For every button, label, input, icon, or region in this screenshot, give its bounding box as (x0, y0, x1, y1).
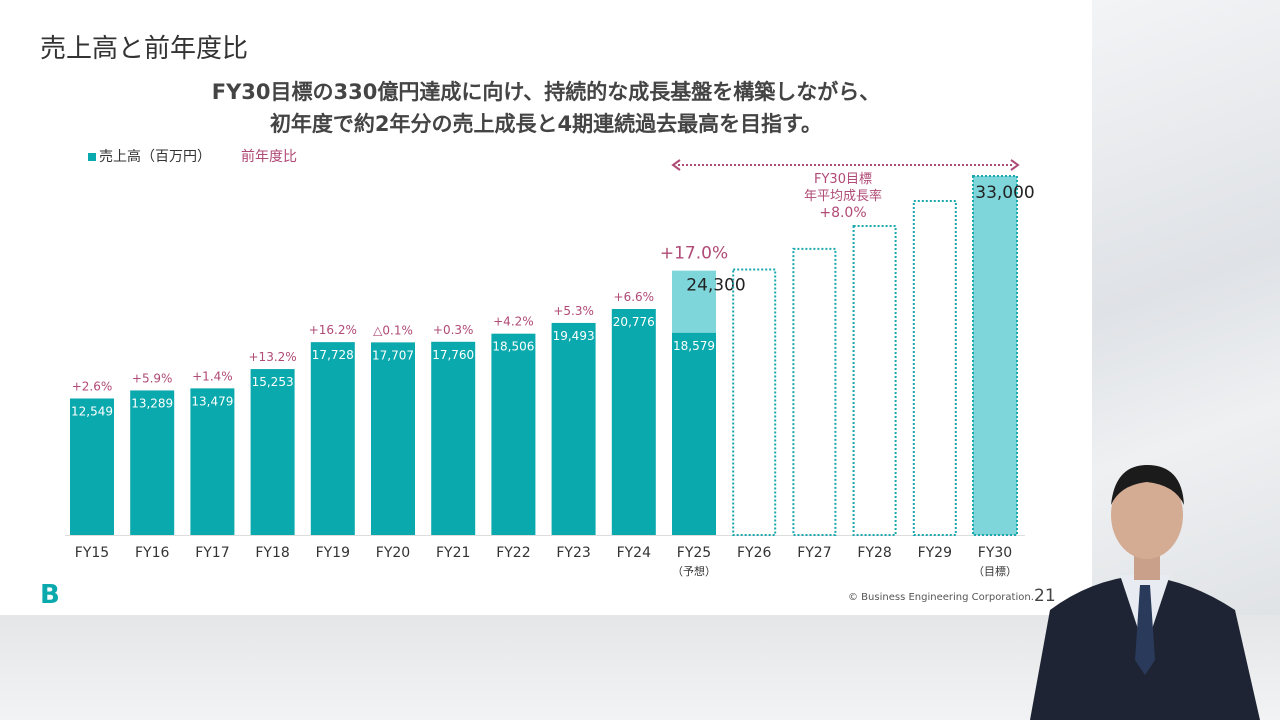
bar-value-label: 20,776 (613, 315, 655, 329)
target-bar-outline (912, 200, 957, 536)
target-bar-outline (852, 225, 897, 536)
x-tick-label: FY22 (496, 545, 530, 561)
x-tick-note: （予想） (672, 564, 716, 578)
bar-value-label: 13,289 (131, 396, 173, 410)
yoy-label: +5.3% (553, 304, 594, 318)
sales-bar (431, 341, 476, 535)
x-tick-label: FY30 (978, 545, 1012, 561)
company-logo: B (40, 580, 60, 610)
sales-bar (130, 390, 175, 535)
yoy-label: +1.4% (192, 369, 233, 383)
slide: 売上高と前年度比 FY30目標の330億円達成に向け、持続的な成長基盤を構築しな… (0, 0, 1092, 615)
annotation-line1: FY30目標 (814, 172, 872, 187)
yoy-label: +17.0% (660, 244, 728, 264)
bar-value-label: 12,549 (71, 404, 113, 418)
legend-sales: 売上高（百万円） (99, 149, 211, 165)
x-tick-note: （目標） (973, 564, 1017, 578)
x-tick-label: FY28 (857, 545, 891, 561)
bar-value-label: 15,253 (252, 375, 294, 389)
sales-bar (310, 342, 355, 535)
x-tick-label: FY15 (75, 545, 109, 561)
subtitle-line2: 初年度で約2年分の売上成長と4期連続過去最高を目指す。 (269, 112, 823, 136)
legend-yoy: 前年度比 (241, 149, 297, 165)
yoy-label: +5.9% (132, 371, 173, 385)
x-tick-label: FY17 (195, 545, 229, 561)
annotation-line2: 年平均成長率 (804, 188, 882, 204)
arrow-left-icon (671, 159, 681, 171)
x-tick-label: FY23 (556, 545, 590, 561)
yoy-label: +16.2% (309, 323, 357, 337)
bar-value-label: 17,707 (372, 348, 414, 362)
subtitle-line1: FY30目標の330億円達成に向け、持続的な成長基盤を構築しながら、 (211, 80, 881, 104)
sales-bar (611, 308, 656, 535)
sales-bar (190, 388, 235, 535)
x-tick-label: FY26 (737, 545, 772, 561)
sales-bar (371, 342, 415, 535)
sales-bar (70, 398, 114, 535)
annotation-line3: +8.0% (819, 205, 866, 221)
copyright: © Business Engineering Corporation. (848, 592, 1034, 603)
x-tick-label: FY27 (797, 545, 831, 561)
bar-value-label: 17,760 (432, 348, 474, 362)
x-tick-label: FY18 (255, 545, 289, 561)
x-tick-label: FY25 (677, 545, 711, 561)
arrow-right-icon (1010, 159, 1020, 171)
page-number: 21 (1034, 586, 1056, 606)
sales-bar (491, 333, 536, 535)
bar-value-label: 13,479 (191, 394, 233, 408)
legend: 売上高（百万円） 前年度比 (88, 146, 297, 166)
forecast-bar (972, 175, 1018, 536)
x-tick-label: FY21 (436, 545, 470, 561)
yoy-label: +0.3% (433, 323, 474, 337)
sales-bar (250, 369, 295, 535)
yoy-label: △0.1% (373, 323, 413, 337)
x-tick-label: FY24 (617, 545, 652, 561)
sales-chart: 12,549 +2.6% FY15 13,289 +5.9% FY16 13,479 +1.4… (65, 159, 1035, 578)
forecast-label: 33,000 (975, 183, 1034, 203)
slide-title: 売上高と前年度比 (40, 34, 249, 64)
forecast-label: 24,300 (686, 276, 745, 296)
bar-value-label: 18,579 (673, 339, 715, 353)
sales-bar (551, 322, 596, 535)
bar-value-label: 18,506 (492, 340, 534, 354)
target-bar-outline (792, 247, 837, 536)
target-bar-outline (732, 268, 777, 536)
yoy-label: +13.2% (249, 350, 297, 364)
yoy-label: +6.6% (614, 290, 655, 304)
yoy-label: +4.2% (493, 315, 534, 329)
x-tick-label: FY29 (918, 545, 952, 561)
sales-bar (672, 332, 716, 535)
x-tick-label: FY16 (135, 545, 170, 561)
yoy-label: +2.6% (72, 379, 113, 393)
x-tick-label: FY19 (316, 545, 350, 561)
presenter-video (1030, 465, 1260, 720)
bar-value-label: 17,728 (312, 348, 354, 362)
bar-value-label: 19,493 (553, 329, 595, 343)
legend-swatch (88, 153, 96, 161)
x-tick-label: FY20 (376, 545, 410, 561)
